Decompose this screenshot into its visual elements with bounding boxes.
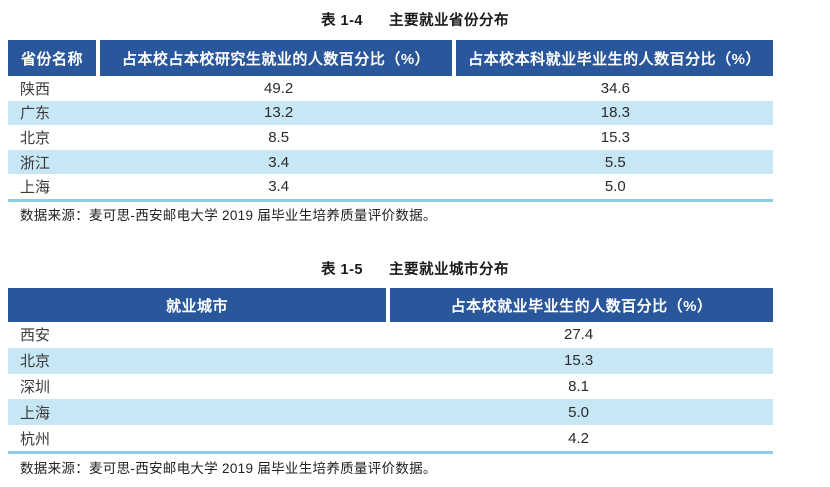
table-row: 北京 15.3 <box>8 347 773 374</box>
province-name: 浙江 <box>20 154 51 172</box>
table1-5-header-row: 就业城市 占本校就业毕业生的人数百分比（%） <box>8 288 773 322</box>
grad-pct-value: 13.2 <box>264 104 294 122</box>
province-name: 陕西 <box>20 80 51 98</box>
undergrad-pct-value: 15.3 <box>600 128 630 146</box>
city-pct-value: 8.1 <box>568 377 590 395</box>
table-row: 上海 5.0 <box>8 399 773 426</box>
table-row: 杭州 4.2 <box>8 425 773 451</box>
table1-5-title-text: 主要就业城市分布 <box>389 262 509 278</box>
table-row: 广东 13.2 18.3 <box>8 100 773 126</box>
table1-4-title: 表 1-4 主要就业省份分布 <box>0 9 830 30</box>
table1-5-header-pct: 占本校就业毕业生的人数百分比（%） <box>390 288 773 322</box>
table1-4-data-source: 数据来源：麦可思-西安邮电大学 2019 届毕业生培养质量评价数据。 <box>20 208 437 223</box>
table1-4-header-row: 省份名称 占本校占本校研究生就业的人数百分比（%） 占本校本科就业毕业生的人数百… <box>8 40 773 76</box>
employment-province-table: 省份名称 占本校占本校研究生就业的人数百分比（%） 占本校本科就业毕业生的人数百… <box>8 40 773 202</box>
city-pct-value: 15.3 <box>564 352 594 370</box>
table1-4-title-text: 主要就业省份分布 <box>389 13 509 29</box>
city-name: 北京 <box>20 353 51 371</box>
table1-4-title-number: 表 1-4 <box>321 13 363 29</box>
grad-pct-value: 3.4 <box>268 178 290 196</box>
table1-5-body: 西安 27.4 北京 15.3 深圳 8.1 上海 5.0 杭州 4.2 <box>8 322 773 454</box>
table-row: 北京 8.5 15.3 <box>8 125 773 150</box>
table1-4-body: 陕西 49.2 34.6 广东 13.2 18.3 北京 8.5 15.3 浙江… <box>8 76 773 202</box>
city-pct-value: 4.2 <box>568 429 590 447</box>
undergrad-pct-value: 34.6 <box>600 79 630 97</box>
city-pct-value: 5.0 <box>568 403 590 421</box>
table-row: 西安 27.4 <box>8 322 773 348</box>
table1-4-header-undergrad-pct: 占本校本科就业毕业生的人数百分比（%） <box>456 40 773 76</box>
table-row: 陕西 49.2 34.6 <box>8 76 773 101</box>
grad-pct-value: 49.2 <box>264 79 294 97</box>
table-row: 浙江 3.4 5.5 <box>8 149 773 175</box>
province-name: 上海 <box>20 179 51 197</box>
province-name: 北京 <box>20 129 51 147</box>
city-name: 杭州 <box>20 430 51 448</box>
city-name: 上海 <box>20 404 51 422</box>
table1-5-title: 表 1-5 主要就业城市分布 <box>0 258 830 279</box>
undergrad-pct-value: 18.3 <box>600 104 630 122</box>
table-row: 深圳 8.1 <box>8 374 773 400</box>
table1-4-header-grad-pct: 占本校占本校研究生就业的人数百分比（%） <box>100 40 452 76</box>
table-row: 上海 3.4 5.0 <box>8 174 773 199</box>
undergrad-pct-value: 5.0 <box>604 178 626 196</box>
table1-5-header-city: 就业城市 <box>8 288 386 322</box>
undergrad-pct-value: 5.5 <box>604 153 626 171</box>
grad-pct-value: 8.5 <box>268 128 290 146</box>
city-pct-value: 27.4 <box>564 326 594 344</box>
city-name: 深圳 <box>20 378 51 396</box>
grad-pct-value: 3.4 <box>268 153 290 171</box>
city-name: 西安 <box>20 327 51 345</box>
employment-city-table: 就业城市 占本校就业毕业生的人数百分比（%） 西安 27.4 北京 15.3 深… <box>8 288 773 454</box>
table1-5-data-source: 数据来源：麦可思-西安邮电大学 2019 届毕业生培养质量评价数据。 <box>20 461 437 476</box>
province-name: 广东 <box>20 105 51 123</box>
table1-5-title-number: 表 1-5 <box>321 262 363 278</box>
table1-4-header-province: 省份名称 <box>8 40 96 76</box>
